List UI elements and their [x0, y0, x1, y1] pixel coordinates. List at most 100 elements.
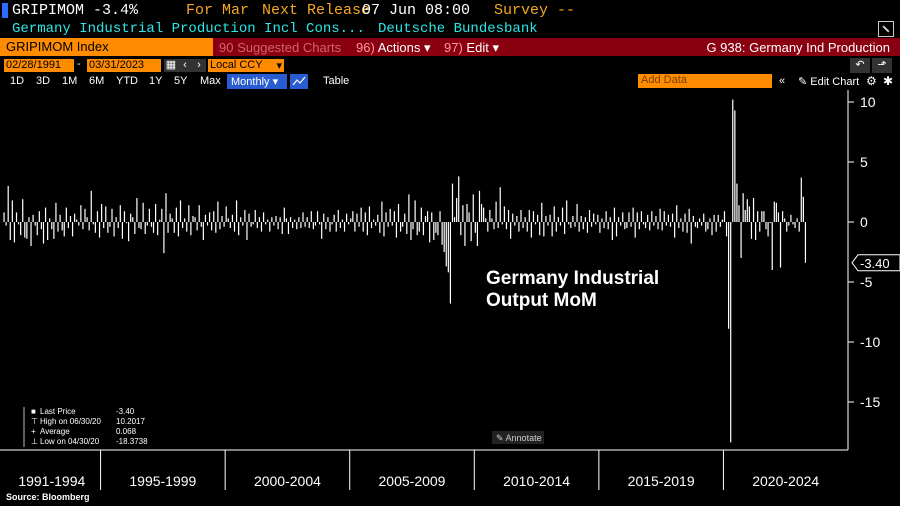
- bar: [364, 212, 366, 222]
- options-icon[interactable]: ✱: [883, 74, 894, 88]
- period-1d[interactable]: 1D: [10, 75, 25, 87]
- bar: [179, 200, 182, 222]
- currency-select[interactable]: Local CCY ▾: [208, 59, 284, 72]
- bar: [703, 213, 705, 222]
- bar: [725, 222, 728, 237]
- bar: [34, 222, 36, 226]
- annotate-label[interactable]: ✎ Annotate: [496, 433, 542, 443]
- start-date-field[interactable]: 02/28/1991: [4, 59, 74, 72]
- calendar-icon[interactable]: ▦: [164, 59, 178, 72]
- bar: [779, 222, 782, 268]
- bar: [346, 213, 348, 222]
- period-ytd[interactable]: YTD: [116, 75, 138, 87]
- bar: [321, 222, 323, 239]
- bar: [624, 222, 626, 230]
- settings-icon[interactable]: ⚙: [866, 74, 877, 88]
- bar: [169, 213, 171, 222]
- bar: [431, 212, 433, 222]
- pop-out-icon[interactable]: [878, 21, 894, 37]
- suggested-charts-button[interactable]: 90 Suggested Charts: [215, 38, 347, 56]
- bar: [101, 204, 103, 222]
- bar: [684, 213, 686, 222]
- bar: [32, 214, 34, 222]
- bar: [609, 217, 611, 222]
- actions-button[interactable]: 96) Actions ▾: [352, 38, 437, 56]
- export-icon[interactable]: ⬏: [872, 58, 892, 73]
- bar: [682, 222, 684, 232]
- bar: [711, 222, 713, 236]
- collapse-icon[interactable]: «: [779, 75, 786, 87]
- bar: [767, 222, 769, 237]
- bar: [487, 222, 489, 232]
- bar: [17, 222, 20, 225]
- bar: [470, 222, 472, 242]
- chart-area[interactable]: 10 5 0 -5 -10 -15 -3.40 1991-1994 1995-1999 2000-…: [0, 90, 900, 490]
- bar: [20, 222, 22, 236]
- line-chart-icon[interactable]: [290, 74, 308, 89]
- bar: [665, 222, 667, 226]
- bar: [420, 207, 422, 222]
- bar: [630, 222, 632, 227]
- next-arrow-icon[interactable]: ›: [192, 59, 206, 72]
- bar: [653, 222, 655, 226]
- bar: [667, 214, 670, 222]
- bar: [319, 222, 321, 225]
- period-1y[interactable]: 1Y: [149, 75, 163, 87]
- bar: [717, 214, 719, 222]
- bar: [204, 214, 207, 222]
- bar: [298, 217, 300, 222]
- prev-arrow-icon[interactable]: ‹: [178, 59, 192, 72]
- bar: [186, 222, 188, 232]
- table-button[interactable]: Table: [323, 75, 350, 87]
- bar: [761, 211, 763, 222]
- bar: [543, 222, 545, 237]
- bar: [501, 222, 503, 225]
- bar: [36, 222, 38, 236]
- bar: [316, 211, 319, 222]
- bar: [705, 222, 707, 232]
- bar: [63, 222, 65, 237]
- bar: [478, 190, 481, 222]
- period-3d[interactable]: 3D: [36, 75, 51, 87]
- period-5y[interactable]: 5Y: [174, 75, 188, 87]
- bar: [277, 222, 279, 230]
- undo-icon[interactable]: ↶: [850, 58, 870, 73]
- end-date-field[interactable]: 03/31/2023: [87, 59, 161, 72]
- add-data-input[interactable]: Add Data: [638, 74, 772, 88]
- bar: [636, 212, 638, 222]
- bar: [777, 212, 780, 222]
- frequency-select[interactable]: Monthly ▾: [227, 74, 287, 89]
- bar: [289, 217, 292, 222]
- period-1m[interactable]: 1M: [62, 75, 78, 87]
- bar: [804, 222, 807, 263]
- period-max[interactable]: Max: [200, 75, 221, 87]
- bar: [441, 222, 443, 245]
- bar: [360, 207, 362, 222]
- bar: [391, 222, 393, 226]
- bar: [246, 222, 248, 240]
- bar: [217, 201, 219, 222]
- bar: [157, 222, 159, 236]
- edit-chart-button[interactable]: ✎ Edit Chart: [798, 75, 859, 88]
- annotate-button[interactable]: [492, 431, 544, 444]
- pencil-icon: ✎: [798, 76, 808, 88]
- y-tick-label: -5: [860, 274, 873, 290]
- bar: [510, 222, 512, 239]
- bar: [22, 199, 24, 222]
- bar: [522, 222, 524, 228]
- edit-button[interactable]: 97) Edit ▾: [440, 38, 499, 56]
- bar: [578, 222, 580, 232]
- bar: [746, 199, 748, 222]
- bar: [640, 211, 643, 222]
- bar: [445, 222, 447, 267]
- bar: [690, 222, 692, 244]
- legend-label: High on 06/30/20: [40, 417, 101, 426]
- bar: [634, 222, 636, 238]
- bar: [580, 216, 582, 222]
- period-6m[interactable]: 6M: [89, 75, 105, 87]
- bar: [242, 222, 244, 226]
- legend-label: Low on 04/30/20: [40, 437, 100, 446]
- bar: [53, 222, 55, 239]
- security-ticker-field[interactable]: GRIPIMOM Index: [0, 38, 213, 56]
- bar: [55, 202, 57, 222]
